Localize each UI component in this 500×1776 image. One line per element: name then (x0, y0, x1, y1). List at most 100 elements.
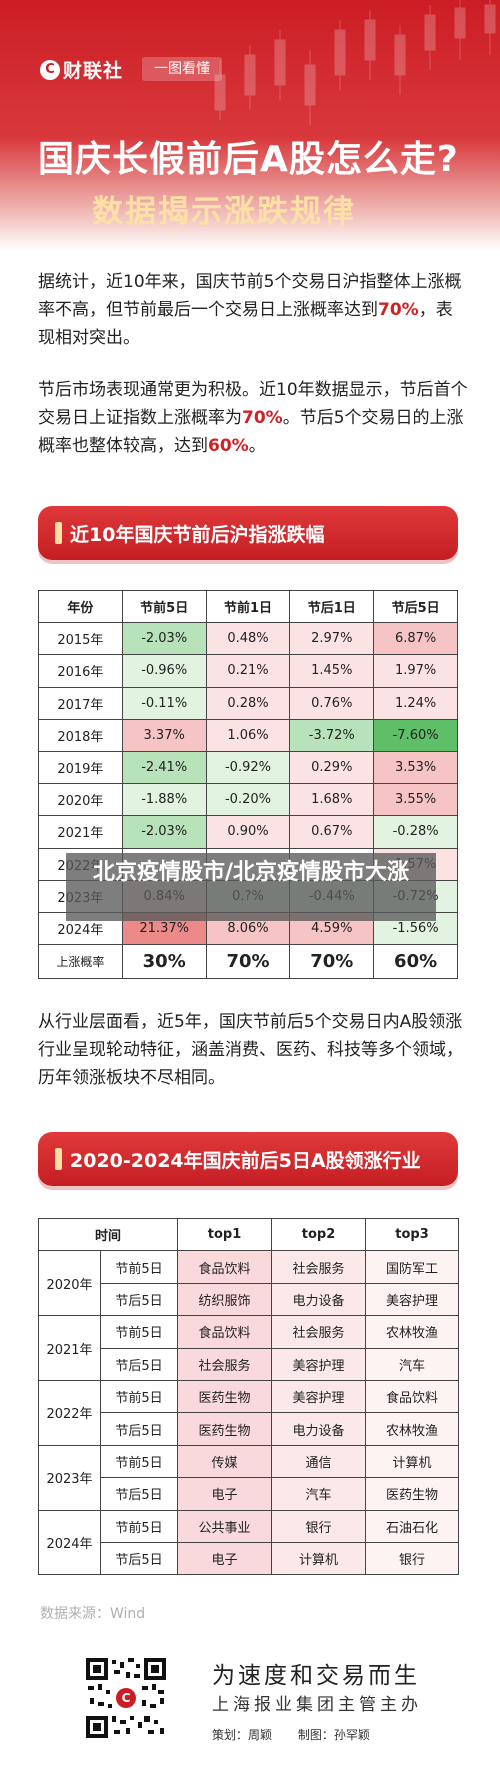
section-title: 2020-2024年国庆前后5日A股领涨行业 (70, 1150, 421, 1172)
intro-paragraph-2: 节后市场表现通常更为积极。近10年数据显示，节后首个交易日上证指数上涨概率为70… (38, 376, 468, 460)
intro-text: ，表现相对突出。 (38, 300, 453, 348)
value-cell: -7.60% (373, 718, 458, 752)
probability-cell: 70% (289, 944, 375, 980)
probability-cell: 70% (205, 944, 291, 980)
value-cell: 0.90% (205, 815, 291, 849)
probability-cell: 30% (121, 944, 207, 980)
banner-accent (55, 1148, 62, 1170)
period-cell: 节前5日 (99, 1379, 179, 1414)
value-cell: 3.37% (121, 718, 207, 752)
highlight-value: 70% (242, 408, 283, 428)
table-row: 2018年 3.37% 1.06% -3.72% -7.60% (38, 718, 458, 752)
credits: 策划：周颖 制图：孙罕颖 (212, 1726, 392, 1743)
industry-cell: 纺织服饰 (177, 1282, 273, 1317)
column-tag: 一图看懂 (142, 57, 222, 81)
brand-name: 财联社 (63, 60, 124, 82)
value-cell: -2.03% (121, 815, 207, 849)
industry-cell: 食品饮料 (177, 1315, 273, 1349)
year-cell: 2022年 (38, 1379, 101, 1446)
column-header: 节前1日 (205, 589, 291, 624)
period-cell: 节后5日 (99, 1347, 179, 1381)
table-header-row: 时间 top1 top2 top3 (37, 1217, 460, 1252)
qr-pattern-icon (86, 1658, 166, 1738)
industry-cell: 农林牧渔 (365, 1315, 460, 1349)
value-cell: -0.28% (373, 815, 458, 849)
industry-cell: 美容护理 (271, 1347, 367, 1381)
industry-cell: 传媒 (177, 1444, 273, 1479)
publisher-line: 上海报业集团主管主办 (212, 1695, 422, 1715)
industry-cell: 食品饮料 (365, 1379, 460, 1414)
period-cell: 节后5日 (99, 1477, 179, 1511)
page-title: 国庆长假前后A股怎么走? (38, 139, 459, 180)
value-cell: 3.53% (373, 750, 458, 785)
industry-cell: 社会服务 (271, 1315, 367, 1349)
section-title: 近10年国庆节前后沪指涨跌幅 (70, 524, 325, 546)
value-cell: 6.87% (373, 622, 458, 656)
column-header: 节后5日 (373, 589, 458, 624)
table-row: 2016年 -0.96% 0.21% 1.45% 1.97% (38, 654, 458, 688)
industry-cell: 农林牧渔 (365, 1412, 460, 1446)
industry-cell: 通信 (271, 1444, 367, 1479)
table-row: 节后5日 纺织服饰 电力设备 美容护理 (39, 1282, 460, 1317)
table-row: 2021年 节前5日 食品饮料 社会服务 农林牧渔 (38, 1315, 460, 1381)
industry-cell: 电力设备 (271, 1412, 367, 1446)
watermark-overlay: 北京疫情股市/北京疫情股市大涨 (66, 853, 436, 921)
table-row: 2020年 -1.88% -0.20% 1.68% 3.55% (38, 783, 458, 817)
value-cell: 1.06% (205, 718, 291, 752)
table-row: 2024年 节前5日 公共事业 银行 石油石化 (38, 1509, 460, 1576)
industry-cell: 电子 (177, 1477, 273, 1511)
industry-cell: 公共事业 (177, 1509, 273, 1543)
brand-mark-icon: C (40, 59, 60, 80)
column-header: 时间 (37, 1217, 179, 1252)
highlight-value: 60% (208, 436, 249, 456)
intro-text: 。 (248, 436, 266, 456)
year-cell: 2021年 (38, 1315, 101, 1381)
year-cell: 2018年 (38, 718, 123, 752)
industry-cell: 医药生物 (177, 1412, 273, 1446)
table-row: 2023年 节前5日 传媒 通信 计算机 (38, 1444, 460, 1511)
intro-paragraph-1: 据统计，近10年来，国庆节前5个交易日沪指整体上涨概率不高，但节前最后一个交易日… (38, 268, 468, 352)
industry-cell: 银行 (365, 1541, 460, 1576)
year-cell: 2015年 (38, 622, 123, 656)
period-cell: 节前5日 (99, 1315, 179, 1349)
value-cell: -0.96% (121, 654, 207, 688)
table-row: 节后5日 电子 计算机 银行 (39, 1541, 460, 1576)
year-cell: 2017年 (38, 686, 123, 720)
value-cell: -0.92% (205, 750, 291, 785)
value-cell: 0.67% (289, 815, 375, 849)
page-subtitle: 数据揭示涨跌规律 (92, 194, 356, 230)
section-banner-industry: 2020-2024年国庆前后5日A股领涨行业 (38, 1132, 458, 1186)
table-row: 2017年 -0.11% 0.28% 0.76% 1.24% (38, 686, 458, 720)
section-banner-index: 近10年国庆节前后沪指涨跌幅 (38, 506, 458, 560)
industry-cell: 医药生物 (365, 1477, 460, 1511)
intro-text: 。节后5个交易日的上涨概率也整体较高，达到 (38, 408, 464, 456)
banner-accent (55, 522, 62, 544)
value-cell: 1.24% (373, 686, 458, 720)
column-header: 节后1日 (289, 589, 375, 624)
producer-credit: 制图：孙罕颖 (297, 1728, 370, 1742)
industry-table: 时间 top1 top2 top3 2020年 节前5日 食品饮料 社会服务 国防军工 节后5日… (37, 1217, 460, 1576)
year-cell: 2019年 (38, 750, 123, 785)
year-cell: 2020年 (38, 783, 123, 817)
probability-cell: 60% (373, 944, 458, 980)
industry-cell: 美容护理 (365, 1282, 460, 1317)
industry-cell: 石油石化 (365, 1509, 460, 1543)
value-cell: -0.11% (121, 686, 207, 720)
table-row: 2021年 -2.03% 0.90% 0.67% -0.28% (38, 815, 458, 849)
value-cell: 0.76% (289, 686, 375, 720)
year-cell: 2024年 (38, 1509, 101, 1576)
year-cell: 2023年 (38, 1444, 101, 1511)
industry-cell: 社会服务 (271, 1250, 367, 1284)
value-cell: 1.45% (289, 654, 375, 688)
column-header: top3 (365, 1217, 460, 1252)
value-cell: 3.55% (373, 783, 458, 817)
intro-text: 节后市场表现通常更为积极。近10年数据显示，节后首个交易日上证指数上涨概率为 (38, 380, 468, 428)
year-cell: 2021年 (38, 815, 123, 849)
brand-logo: C 财联社 (40, 56, 123, 83)
industry-cell: 国防军工 (365, 1250, 460, 1284)
period-cell: 节前5日 (99, 1444, 179, 1479)
table-row: 节后5日 医药生物 电力设备 农林牧渔 (39, 1412, 460, 1446)
year-cell: 2020年 (38, 1250, 101, 1317)
year-cell: 2016年 (38, 654, 123, 688)
period-cell: 节后5日 (99, 1282, 179, 1317)
